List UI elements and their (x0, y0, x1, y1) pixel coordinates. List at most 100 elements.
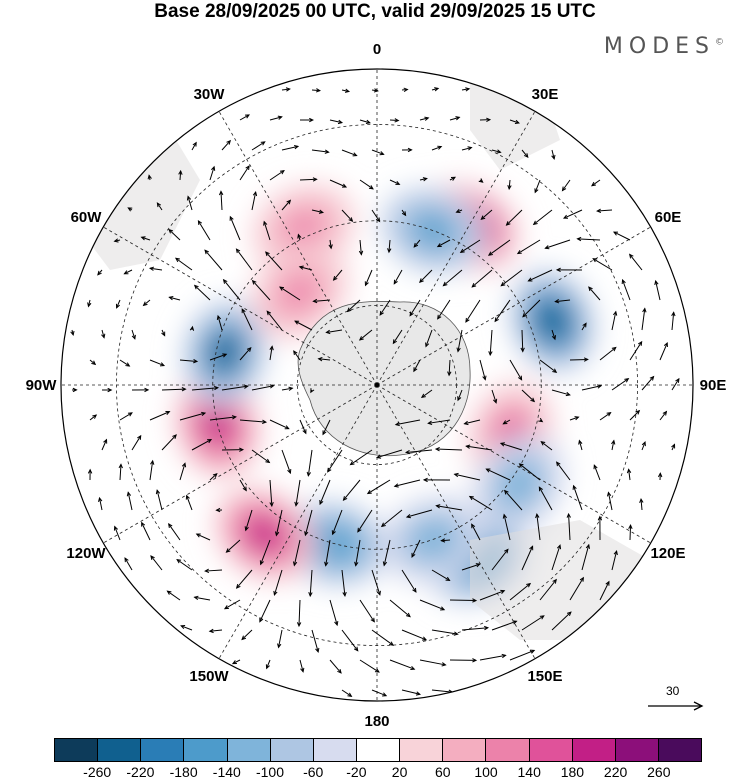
longitude-label: 150E (527, 668, 562, 685)
wind-arrow (358, 239, 364, 256)
wind-arrow (440, 538, 451, 543)
wind-arrow (241, 629, 253, 641)
wind-arrow (509, 119, 520, 125)
wind-arrow (147, 174, 152, 181)
wind-arrow (461, 87, 471, 92)
wind-arrow (654, 279, 661, 301)
wind-arrow (149, 459, 155, 481)
wind-arrow (141, 521, 151, 541)
wind-arrow (98, 496, 103, 511)
wind-arrow (204, 568, 223, 574)
wind-arrow (641, 375, 655, 391)
wind-arrow (401, 147, 413, 153)
wind-arrow (572, 484, 583, 511)
wind-arrow (259, 599, 271, 623)
wind-arrow (329, 179, 348, 188)
wind-arrow (208, 628, 223, 634)
wind-arrow (626, 468, 632, 481)
wind-arrow (629, 340, 643, 361)
wind-arrow (434, 446, 463, 452)
wind-arrow (193, 284, 211, 301)
wind-arrow (413, 359, 421, 373)
wind-arrow (436, 239, 451, 248)
colorbar-tick-label: -180 (169, 764, 198, 780)
wind-arrow (509, 582, 532, 601)
wind-arrow (299, 177, 318, 182)
wind-arrow (209, 473, 218, 481)
wind-arrow (419, 599, 446, 611)
wind-arrow (382, 539, 391, 567)
graticule (61, 69, 693, 701)
wind-arrow (281, 199, 292, 211)
wind-arrow (148, 266, 163, 271)
wind-arrow (101, 329, 106, 339)
wind-arrow (379, 299, 391, 316)
colorbar-tick-label: -140 (212, 764, 241, 780)
wind-arrow (341, 689, 353, 697)
antarctica-landmass (297, 300, 471, 457)
wind-arrow (175, 257, 193, 271)
wind-arrow (485, 468, 511, 481)
wind-arrow (629, 409, 641, 421)
meridian-line (218, 384, 378, 659)
wind-arrow (168, 228, 181, 241)
wind-arrow (156, 202, 163, 211)
wind-arrow (628, 524, 633, 541)
wind-arrow (124, 557, 133, 571)
wind-arrow (239, 165, 250, 181)
wind-arrow (597, 515, 603, 541)
wind-arrow (115, 299, 121, 309)
wind-arrow (576, 236, 601, 242)
wind-arrow (281, 386, 294, 391)
wind-arrow (126, 491, 133, 511)
wind-arrow (561, 179, 571, 192)
wind-arrow (354, 539, 361, 567)
wind-arrow (191, 141, 197, 151)
wind-arrow (544, 239, 571, 250)
wind-arrow (641, 307, 647, 331)
colorbar-tick-label: 140 (517, 764, 541, 780)
colorbar-bin (184, 739, 228, 761)
wind-arrow (142, 299, 151, 307)
wind-arrow (331, 509, 343, 536)
wind-arrow (209, 415, 237, 421)
wind-arrow (186, 195, 193, 211)
wind-arrow (239, 114, 250, 121)
wind-arrow (657, 472, 663, 481)
wind-arrow (179, 358, 199, 364)
wind-arrow (419, 659, 447, 667)
wind-arrow (505, 209, 523, 226)
wind-arrow (540, 441, 553, 451)
wind-arrow (251, 279, 271, 301)
wind-arrow (380, 509, 403, 528)
wind-arrow (480, 209, 493, 221)
wind-arrow (329, 659, 342, 674)
brand-logo: MODES© (604, 34, 724, 59)
wind-arrow (671, 377, 680, 391)
wind-arrow (437, 299, 451, 320)
wind-arrow (491, 620, 518, 631)
wind-arrow (581, 384, 603, 391)
wind-arrow (269, 170, 285, 181)
wind-arrow (359, 659, 380, 673)
colorbar-tick-label: -20 (346, 764, 367, 780)
wind-arrow (431, 87, 440, 92)
wind-arrow (405, 509, 433, 519)
wind-arrow (468, 495, 493, 511)
wind-arrow (500, 269, 523, 287)
wind-arrow (639, 497, 644, 511)
wind-arrow (551, 389, 571, 397)
wind-arrow (588, 286, 601, 301)
wind-arrow (569, 416, 580, 421)
wind-arrow (371, 569, 381, 596)
wind-arrow (118, 463, 123, 481)
wind-arrow (191, 438, 213, 451)
wind-arrow (611, 378, 630, 391)
wind-arrow (179, 462, 187, 481)
wind-arrow (311, 149, 330, 154)
wind-arrow (366, 479, 391, 495)
wind-arrow (611, 549, 618, 571)
wind-arrow (371, 629, 395, 646)
longitude-label: 90E (700, 377, 727, 394)
colorbar-tick-label: -220 (126, 764, 155, 780)
